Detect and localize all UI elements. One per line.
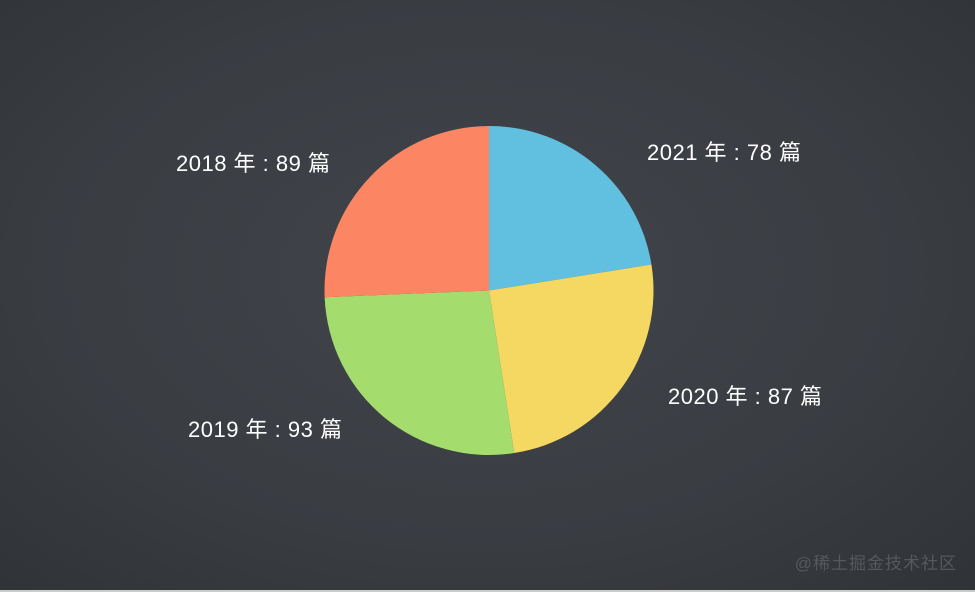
pie-slice-2018 bbox=[324, 126, 489, 298]
pie-label-2019: 2019 年 : 93 篇 bbox=[188, 417, 343, 442]
pie-label-2021: 2021 年 : 78 篇 bbox=[647, 140, 802, 165]
pie-label-2018: 2018 年 : 89 篇 bbox=[176, 151, 331, 176]
pie-slice-2020 bbox=[489, 264, 654, 454]
bottom-edge-strip bbox=[0, 590, 975, 592]
pie-slice-2019 bbox=[324, 290, 515, 456]
pie-slice-2021 bbox=[489, 126, 652, 291]
pie-label-2020: 2020 年 : 87 篇 bbox=[668, 384, 823, 409]
watermark-text: @稀土掘金技术社区 bbox=[794, 554, 957, 573]
